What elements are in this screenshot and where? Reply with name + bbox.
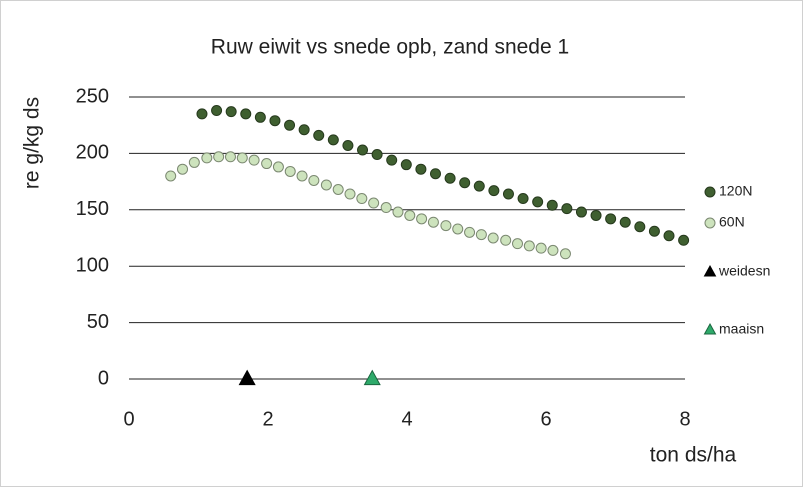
- circle-marker: [269, 115, 281, 127]
- circle-marker: [415, 163, 427, 175]
- circle-marker: [380, 202, 392, 214]
- circle-marker: [523, 240, 535, 252]
- legend-label: maaisn: [719, 321, 764, 337]
- circle-marker: [416, 213, 428, 225]
- circle-marker: [459, 177, 471, 189]
- x-tick-label: 4: [401, 408, 412, 430]
- circle-marker: [619, 216, 631, 228]
- circle-marker: [427, 216, 439, 228]
- circle-marker: [475, 229, 487, 241]
- circle-marker: [284, 119, 296, 131]
- circle-marker: [704, 217, 716, 229]
- triangle-marker: [238, 369, 256, 386]
- circle-marker: [634, 221, 646, 233]
- circle-marker: [500, 234, 512, 246]
- circle-marker: [371, 149, 383, 161]
- circle-marker: [532, 196, 544, 208]
- circle-marker: [313, 129, 325, 141]
- circle-marker: [488, 185, 500, 197]
- circle-marker: [535, 242, 547, 254]
- circle-marker: [487, 232, 499, 244]
- y-axis-label: re g/kg ds: [21, 97, 44, 189]
- circle-marker: [392, 206, 404, 218]
- circle-marker: [272, 161, 284, 173]
- circle-marker: [356, 193, 368, 205]
- chart-title: Ruw eiwit vs snede opb, zand snede 1: [211, 36, 569, 59]
- circle-marker: [444, 172, 456, 184]
- circle-marker: [561, 203, 573, 215]
- circle-marker: [332, 183, 344, 195]
- circle-marker: [605, 213, 617, 225]
- circle-marker: [575, 206, 587, 218]
- circle-marker: [236, 152, 248, 164]
- circle-marker: [213, 151, 225, 163]
- circle-marker: [502, 188, 514, 200]
- y-tick-label: 0: [98, 367, 109, 389]
- circle-marker: [342, 140, 354, 152]
- y-tick-label: 200: [76, 142, 109, 164]
- circle-marker: [165, 170, 177, 182]
- x-tick-label: 6: [540, 408, 551, 430]
- circle-marker: [517, 193, 529, 205]
- circle-marker: [254, 111, 266, 123]
- circle-marker: [224, 151, 236, 163]
- circle-marker: [177, 163, 189, 175]
- circle-marker: [678, 234, 690, 246]
- circle-marker: [559, 248, 571, 260]
- circle-marker: [248, 154, 260, 166]
- triangle-marker: [703, 322, 717, 335]
- circle-marker: [512, 238, 524, 250]
- legend-label: weidesn: [718, 263, 770, 279]
- x-axis-label: ton ds/ha: [650, 444, 737, 467]
- circle-marker: [284, 165, 296, 177]
- legend-label: 60N: [719, 214, 745, 230]
- y-tick-label: 50: [87, 311, 109, 333]
- circle-marker: [440, 220, 452, 232]
- circle-marker: [404, 209, 416, 221]
- circle-marker: [344, 188, 356, 200]
- circle-marker: [201, 152, 213, 164]
- x-tick-label: 0: [123, 408, 134, 430]
- circle-marker: [196, 108, 208, 120]
- circle-marker: [320, 179, 332, 191]
- triangle-marker: [703, 264, 717, 277]
- circle-marker: [547, 244, 559, 256]
- circle-marker: [240, 108, 252, 120]
- circle-marker: [211, 105, 223, 117]
- legend-label: 120N: [719, 183, 752, 199]
- circle-marker: [308, 174, 320, 186]
- y-tick-label: 150: [76, 198, 109, 220]
- circle-marker: [464, 226, 476, 238]
- circle-marker: [663, 230, 675, 242]
- circle-marker: [429, 168, 441, 180]
- y-tick-label: 250: [76, 85, 109, 107]
- y-tick-label: 100: [76, 254, 109, 276]
- circle-marker: [357, 144, 369, 156]
- circle-marker: [327, 134, 339, 146]
- circle-marker: [648, 225, 660, 237]
- circle-marker: [261, 158, 273, 170]
- circle-marker: [452, 223, 464, 235]
- circle-marker: [188, 156, 200, 168]
- circle-marker: [590, 209, 602, 221]
- circle-marker: [368, 197, 380, 209]
- circle-marker: [400, 159, 412, 171]
- circle-marker: [386, 154, 398, 166]
- circle-marker: [296, 170, 308, 182]
- circle-marker: [298, 124, 310, 136]
- x-tick-label: 8: [679, 408, 690, 430]
- circle-marker: [704, 186, 716, 198]
- circle-marker: [473, 180, 485, 192]
- triangle-marker: [363, 369, 381, 386]
- circle-marker: [546, 199, 558, 211]
- x-tick-label: 2: [262, 408, 273, 430]
- circle-marker: [225, 106, 237, 118]
